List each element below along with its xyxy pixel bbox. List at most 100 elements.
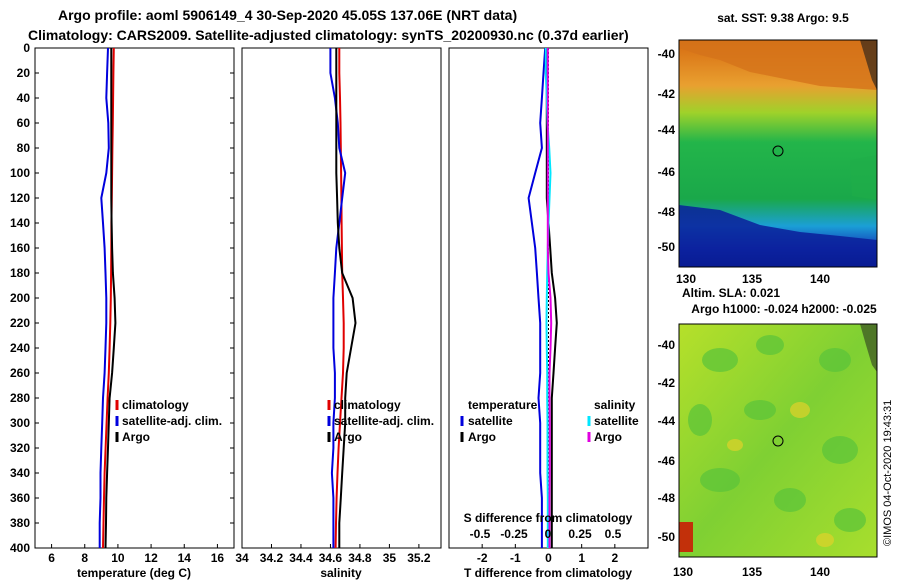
lat-tick: -48 (658, 205, 676, 219)
salinity-axis-label: salinity (320, 566, 362, 580)
depth-tick-label: 320 (10, 441, 30, 455)
legend-header-salinity: salinity (594, 398, 636, 412)
salinity-panel: 34 34.2 34.4 34.6 34.8 35 35.2 salinity climat… (235, 47, 442, 580)
series-line-salinity-argo (546, 48, 553, 548)
series-line-argo (104, 48, 117, 548)
x-tick-label: 35.2 (407, 551, 431, 565)
argo-location-marker (772, 145, 784, 157)
x-tick-label: 16 (211, 551, 225, 565)
depth-tick-label: 0 (23, 41, 30, 55)
lon-tick: 135 (742, 565, 762, 579)
depth-tick-label: 360 (10, 491, 30, 505)
lat-tick: -48 (658, 491, 676, 505)
depth-tick-label: 100 (10, 166, 30, 180)
s-diff-tick: 0 (545, 527, 552, 541)
lon-tick: 135 (742, 272, 762, 286)
legend-label-climatology: climatology (122, 398, 189, 412)
sst-map-frame (678, 39, 878, 268)
lon-tick: 130 (676, 272, 696, 286)
depth-tick-label: 260 (10, 366, 30, 380)
x-tick-label: 14 (178, 551, 192, 565)
depth-tick-label: 140 (10, 216, 30, 230)
salinity-series (329, 48, 357, 548)
sst-map-x-ticks: 130 135 140 (676, 272, 830, 286)
series-line-argo (335, 48, 357, 548)
x-tick-label: -1 (510, 551, 521, 565)
lat-tick: -42 (658, 376, 676, 390)
x-tick-label: 1 (578, 551, 585, 565)
s-diff-tick: 0.25 (568, 527, 592, 541)
x-tick-label: 12 (144, 551, 158, 565)
depth-tick-label: 40 (17, 91, 31, 105)
lat-tick: -50 (658, 240, 676, 254)
sst-map-panel: sat. SST: 9.38 Argo: 9.5 -40 -42 -44 -46… (658, 11, 878, 286)
sla-map-frame (678, 323, 878, 558)
sst-cold-region (679, 205, 877, 267)
sla-map-title-2: Argo h1000: -0.024 h2000: -0.025 (691, 302, 877, 316)
imos-timestamp: ©IMOS 04-Oct-2020 19:43:31 (882, 400, 894, 546)
legend-label-t-argo: Argo (468, 430, 496, 444)
depth-tick-label: 200 (10, 291, 30, 305)
depth-tick-label: 60 (17, 116, 31, 130)
sla-map-y-ticks: -40 -42 -44 -46 -48 -50 (658, 338, 676, 544)
lon-tick: 130 (673, 565, 693, 579)
s-difference-ticks: -0.5 -0.25 0 0.25 0.5 (470, 527, 622, 541)
temperature-plot-frame (34, 47, 235, 549)
x-tick-label: 34.2 (260, 551, 284, 565)
sst-green-region (850, 155, 877, 200)
x-tick-label: 6 (48, 551, 55, 565)
lat-tick: -46 (658, 165, 676, 179)
salinity-legend: climatology satellite-adj. clim. Argo (327, 398, 434, 444)
difference-series (527, 48, 558, 548)
depth-tick-label: 220 (10, 316, 30, 330)
sla-map-panel: Altim. SLA: 0.021 Argo h1000: -0.024 h20… (658, 286, 878, 579)
legend-label-argo: Argo (334, 430, 362, 444)
difference-legend: temperature salinity satellite Argo sate… (460, 398, 639, 444)
x-tick-label: -2 (477, 551, 488, 565)
salinity-x-axis: 34 34.2 34.4 34.6 34.8 35 35.2 (235, 544, 431, 565)
s-diff-tick: -0.5 (470, 527, 491, 541)
argo-location-marker (772, 435, 784, 447)
lon-tick: 140 (810, 272, 830, 286)
series-line-satellite-adj-clim- (98, 48, 110, 548)
depth-tick-label: 340 (10, 466, 30, 480)
x-tick-label: 8 (81, 551, 88, 565)
legend-label-climatology: climatology (334, 398, 401, 412)
coastline (860, 324, 877, 372)
x-tick-label: 34.8 (348, 551, 372, 565)
sla-map-x-ticks: 130 135 140 (673, 565, 830, 579)
x-tick-label: 34.4 (289, 551, 313, 565)
temperature-legend: climatology satellite-adj. clim. Argo (115, 398, 222, 444)
depth-tick-label: 80 (17, 141, 31, 155)
temperature-x-axis: 6 8 10 12 14 16 (48, 544, 224, 565)
sla-blobs (688, 335, 866, 532)
lat-tick: -46 (658, 454, 676, 468)
sla-hotspot (679, 522, 693, 552)
lat-tick: -42 (658, 87, 676, 101)
depth-tick-label: 160 (10, 241, 30, 255)
t-difference-axis-label: T difference from climatology (464, 566, 632, 580)
depth-tick-label: 120 (10, 191, 30, 205)
series-line-climatology (334, 48, 345, 548)
depth-tick-label: 180 (10, 266, 30, 280)
legend-label-t-satellite: satellite (468, 414, 513, 428)
depth-tick-label: 280 (10, 391, 30, 405)
s-diff-tick: 0.5 (605, 527, 622, 541)
legend-label-satellite: satellite-adj. clim. (334, 414, 434, 428)
depth-tick-label: 240 (10, 341, 30, 355)
sla-map-title-1: Altim. SLA: 0.021 (682, 286, 780, 300)
depth-tick-label: 20 (17, 66, 31, 80)
s-difference-axis-label: S difference from climatology (464, 511, 633, 525)
legend-label-satellite: satellite-adj. clim. (122, 414, 222, 428)
series-line-climatology (102, 48, 115, 548)
sst-warm-region (679, 40, 877, 90)
title-line-1: Argo profile: aoml 5906149_4 30-Sep-2020… (58, 7, 517, 23)
difference-panel: -2 -1 0 1 2 T difference from climatology S … (448, 47, 649, 580)
lon-tick: 140 (810, 565, 830, 579)
legend-label-s-satellite: satellite (594, 414, 639, 428)
temperature-panel: 0204060801001201401601802002202402602803… (10, 41, 648, 580)
sst-map-y-ticks: -40 -42 -44 -46 -48 -50 (658, 47, 676, 254)
coastline (860, 40, 877, 90)
depth-tick-label: 380 (10, 516, 30, 530)
